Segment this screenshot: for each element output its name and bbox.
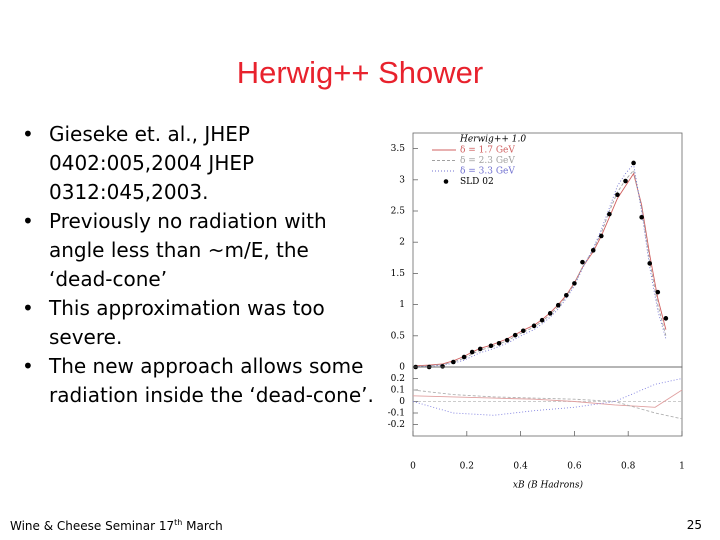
slide-title: Herwig++ Shower [236,55,484,90]
data-point [461,354,467,360]
y-tick-label: 0 [399,397,405,407]
series-line [412,389,683,420]
data-point [639,214,644,220]
x-tick-label: 0.8 [621,462,636,472]
y-tick-label: -0.1 [388,409,405,419]
data-point [564,292,569,298]
data-point [555,302,561,308]
data-point [615,192,620,198]
data-point [504,337,510,343]
data-point [631,160,636,166]
data-point [477,346,483,352]
series-line [415,172,667,367]
footer-text: March [182,519,223,533]
y-tick-label: -0.2 [388,420,405,430]
legend-label: δ = 3.3 GeV [460,167,515,177]
series-line [412,378,683,416]
data-point [663,316,669,321]
page-number: 25 [686,518,702,532]
data-point [547,311,553,316]
y-tick-label: 3.5 [391,144,406,154]
plot-frame [412,132,683,368]
y-tick-label: 1 [399,300,405,310]
legend-marker [443,179,449,184]
data-point [512,332,518,338]
data-point [531,323,537,329]
data-point [539,317,545,323]
bullet: This approximation was too severe. [18,294,378,352]
bullet: The new approach allows some radiation i… [18,352,378,410]
bullet: Previously no radiation with angle less … [18,207,378,294]
footer-text: Wine & Cheese Seminar 17 [10,519,175,533]
y-tick-label: 1.5 [391,269,406,279]
y-tick-label: 3 [399,175,405,185]
bullet: Gieseke et. al., JHEP 0402:005,2004 JHEP… [18,120,378,207]
series-line [412,389,683,408]
series-line [415,169,667,367]
x-tick-label: 1 [679,462,685,472]
footer-sup: th [174,518,183,527]
x-tick-label: 0.4 [513,462,528,472]
data-point [607,211,612,217]
data-point [451,359,456,365]
data-point [599,233,604,239]
data-point [469,349,475,355]
series-line [415,163,667,367]
x-tick-label: 0.2 [460,462,474,472]
data-point [488,343,494,349]
x-tick-label: 0 [410,462,416,472]
plot: 00.511.522.533.50 0.2 0.4 0.6 0.8 1xB (B Hadr… [388,132,685,491]
data-point [520,328,526,334]
footer: Wine & Cheese Seminar 17th March [10,518,223,533]
y-tick-label: 0.5 [391,331,406,341]
legend-label: δ = 1.7 GeV [460,146,515,156]
data-point [496,340,502,346]
y-tick-label: 2 [399,238,405,248]
x-tick-label: 0.6 [567,462,582,472]
data-point [623,178,628,184]
data-point [655,289,661,295]
data-point [647,261,653,266]
bullet-list: Gieseke et. al., JHEP 0402:005,2004 JHEP… [18,120,378,410]
y-tick-label: 0 [399,363,405,373]
x-axis-label: xB (B Hadrons) [513,480,584,491]
legend-label: SLD 02 [460,177,494,187]
y-tick-label: 0.1 [391,386,405,396]
data-point [440,364,445,369]
y-tick-label: 0.2 [391,374,405,384]
data-point [580,259,585,265]
y-tick-label: 2.5 [391,207,406,217]
legend-label: δ = 2.3 GeV [460,156,515,166]
data-point [590,248,596,253]
legend-title: Herwig++ 1.0 [459,135,526,145]
data-point [572,281,577,286]
